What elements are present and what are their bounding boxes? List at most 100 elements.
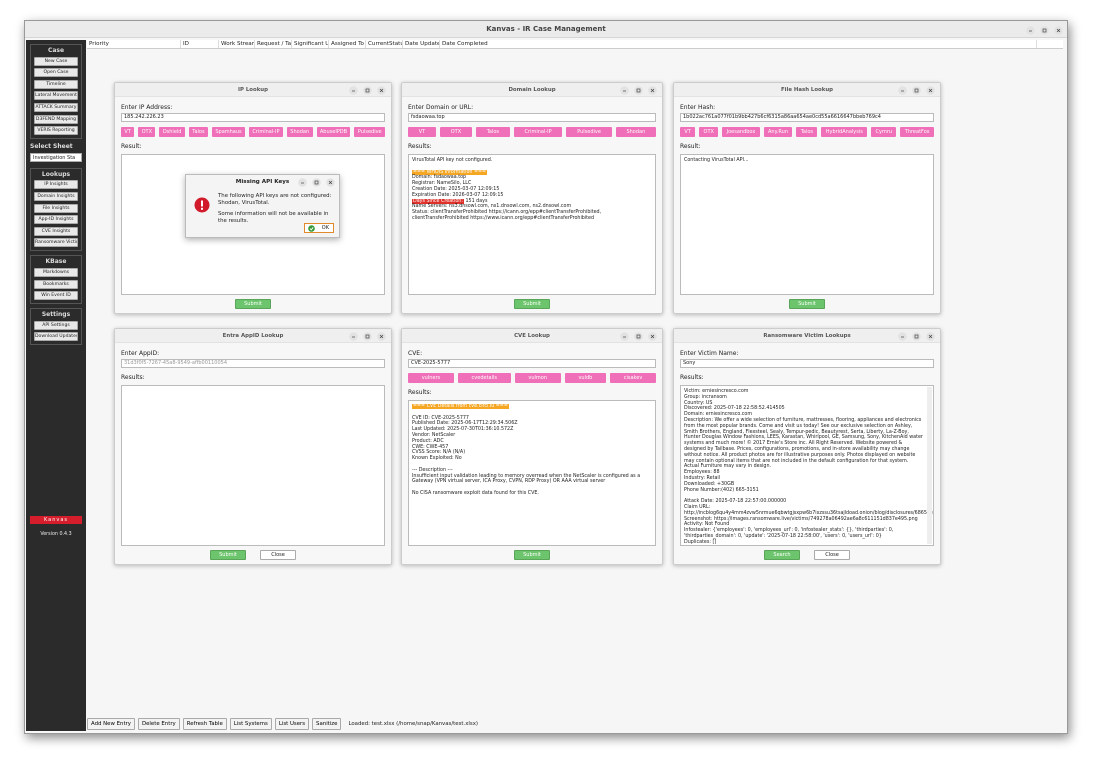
- lookup-button[interactable]: VT: [680, 127, 696, 137]
- action-button[interactable]: Submit: [235, 299, 271, 309]
- text-input[interactable]: 1b022ac761a077f01b9bb427b6cf6315a86aa654…: [680, 113, 934, 122]
- window-close-button[interactable]: [648, 86, 657, 95]
- window-close-button[interactable]: [926, 86, 935, 95]
- lookup-button[interactable]: AbuseIPDB: [316, 127, 351, 137]
- sidebar-button[interactable]: Markdowns: [34, 267, 78, 277]
- sidebar-button[interactable]: ATTACK Summary: [34, 102, 78, 112]
- sidebar-button[interactable]: Lateral Movement: [34, 91, 78, 101]
- window-min-button[interactable]: [298, 178, 307, 187]
- window-min-button[interactable]: [898, 86, 907, 95]
- sidebar-button[interactable]: File Insights: [34, 203, 78, 213]
- input-label: Enter Hash:: [680, 104, 716, 111]
- window-max-button[interactable]: [634, 86, 643, 95]
- lookup-button[interactable]: Talos: [188, 127, 208, 137]
- window-min-button[interactable]: [349, 332, 358, 341]
- action-button[interactable]: Search: [764, 550, 800, 560]
- sidebar-button[interactable]: New Case: [34, 56, 78, 66]
- window-max-button[interactable]: [1040, 25, 1049, 35]
- lookup-button[interactable]: cisakev: [610, 373, 656, 383]
- window-max-button[interactable]: [363, 332, 372, 341]
- text-input[interactable]: Sony: [680, 359, 934, 368]
- lookup-button[interactable]: vulners: [408, 373, 454, 383]
- lookup-button[interactable]: Criminal-IP: [249, 127, 283, 137]
- window-close-button[interactable]: [926, 332, 935, 341]
- ok-button[interactable]: OK: [304, 223, 334, 233]
- window-max-button[interactable]: [363, 86, 372, 95]
- lookup-button[interactable]: OTX: [699, 127, 719, 137]
- window-close-button[interactable]: [648, 332, 657, 341]
- sidebar-button[interactable]: Ransomware Victims: [34, 238, 78, 248]
- toolbar-button[interactable]: List Users: [274, 718, 310, 730]
- text-input[interactable]: CVE-2025-5777: [408, 359, 656, 368]
- control-icon: [326, 178, 335, 187]
- sidebar-button[interactable]: Domain Insights: [34, 191, 78, 201]
- lookup-button[interactable]: Cymru: [871, 127, 897, 137]
- results-box: VirusTotal API key not configured. === WH…: [408, 154, 656, 295]
- toolbar-button[interactable]: Refresh Table: [182, 718, 227, 730]
- action-button[interactable]: Close: [814, 550, 850, 560]
- lookup-button[interactable]: Talos: [796, 127, 818, 137]
- lookup-button[interactable]: Dshield: [159, 127, 185, 137]
- window-max-button[interactable]: [634, 332, 643, 341]
- sidebar-button[interactable]: Win Event ID: [34, 291, 78, 301]
- window-max-button[interactable]: [312, 178, 321, 187]
- lookup-button[interactable]: HybridAnalysis: [821, 127, 868, 137]
- lookup-button[interactable]: Shodan: [286, 127, 313, 137]
- sidebar-button[interactable]: IP Insights: [34, 180, 78, 190]
- toolbar-button[interactable]: Delete Entry: [137, 718, 180, 730]
- window-close-button[interactable]: [1054, 25, 1063, 35]
- lookup-button[interactable]: Pulsedive: [354, 127, 386, 137]
- lookup-button[interactable]: Any.Run: [763, 127, 793, 137]
- sheet-dropdown[interactable]: Investigation Sta: [30, 152, 82, 162]
- lookup-button[interactable]: Shodan: [615, 127, 657, 137]
- sidebar-button[interactable]: Open Case: [34, 68, 78, 78]
- window-min-button[interactable]: [349, 86, 358, 95]
- window-max-button[interactable]: [912, 332, 921, 341]
- toolbar-button[interactable]: List Systems: [229, 718, 272, 730]
- window-close-button[interactable]: [377, 86, 386, 95]
- window-close-button[interactable]: [377, 332, 386, 341]
- text-input[interactable]: 31d3f0f5-7267-45a8-9549-affb00110054: [121, 359, 385, 368]
- lookup-button[interactable]: OTX: [440, 127, 472, 137]
- window-close-button[interactable]: [326, 178, 335, 187]
- lookup-button[interactable]: ThreatFox: [900, 127, 934, 137]
- lookup-button[interactable]: vuldb: [564, 373, 607, 383]
- window-min-button[interactable]: [620, 86, 629, 95]
- lookup-button[interactable]: VT: [121, 127, 135, 137]
- lookup-dialog: File Hash Lookup Enter Hash: 1b022ac761a07…: [673, 82, 941, 314]
- lookup-button[interactable]: VT: [408, 127, 436, 137]
- lookup-button[interactable]: Talos: [475, 127, 510, 137]
- window-min-button[interactable]: [898, 332, 907, 341]
- action-button[interactable]: Submit: [789, 299, 825, 309]
- lookup-button[interactable]: OTX: [138, 127, 156, 137]
- lookup-button[interactable]: Criminal-IP: [513, 127, 563, 137]
- sidebar-button[interactable]: Download Updates: [34, 332, 78, 342]
- text-input[interactable]: 185.242.226.23: [121, 113, 385, 122]
- lookup-button[interactable]: vulmon: [514, 373, 561, 383]
- dialog-actions: Submit: [408, 299, 656, 309]
- sidebar-button[interactable]: Bookmarks: [34, 279, 78, 289]
- sidebar-button[interactable]: API Settings: [34, 320, 78, 330]
- sidebar-button[interactable]: VERIS Reporting: [34, 126, 78, 136]
- alert-title-bar: Missing API Keys: [186, 175, 339, 189]
- action-button[interactable]: Submit: [514, 550, 550, 560]
- toolbar-button[interactable]: Add New Entry: [87, 718, 135, 730]
- sidebar-button[interactable]: Timeline: [34, 79, 78, 89]
- window-min-button[interactable]: [1026, 25, 1035, 35]
- window-max-button[interactable]: [912, 86, 921, 95]
- action-button[interactable]: Submit: [210, 550, 246, 560]
- toolbar: Add New Entry Delete Entry Refresh Table Li…: [87, 718, 478, 730]
- text-input[interactable]: fsdaowaa.top: [408, 113, 656, 122]
- lookup-button[interactable]: Spamhaus: [211, 127, 246, 137]
- toolbar-button[interactable]: Sanitize: [312, 718, 342, 730]
- lookup-button[interactable]: Pulsedive: [566, 127, 612, 137]
- lookup-button[interactable]: cvedetails: [457, 373, 511, 383]
- warning-icon: [194, 197, 210, 213]
- sidebar-button[interactable]: D3FEND Mapping: [34, 114, 78, 124]
- window-min-button[interactable]: [620, 332, 629, 341]
- action-button[interactable]: Close: [260, 550, 296, 560]
- sidebar-button[interactable]: CVE Insights: [34, 226, 78, 236]
- action-button[interactable]: Submit: [514, 299, 550, 309]
- sidebar-button[interactable]: App-ID Insights: [34, 215, 78, 225]
- lookup-button[interactable]: Joesandbox: [722, 127, 760, 137]
